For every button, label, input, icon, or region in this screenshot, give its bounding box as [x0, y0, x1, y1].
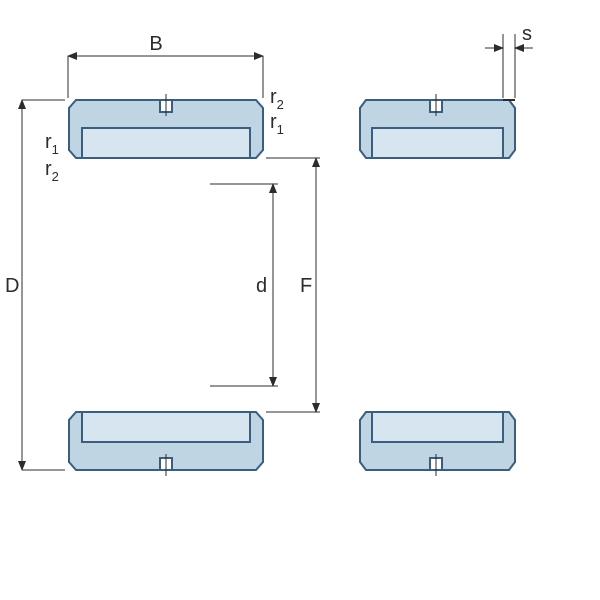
label-s: s: [522, 23, 532, 45]
svg-text:r2: r2: [45, 158, 59, 184]
label-d: d: [256, 275, 267, 297]
dim-r-right: r2 r1: [270, 86, 284, 137]
front-view: [69, 94, 263, 476]
svg-text:r1: r1: [270, 111, 284, 137]
label-D: D: [5, 275, 19, 297]
dim-F: F: [266, 158, 320, 412]
dim-d: d: [210, 184, 278, 386]
side-bottom-ring: [360, 412, 515, 476]
side-top-ring: [360, 94, 515, 158]
top-ring: [69, 94, 263, 158]
svg-text:r2: r2: [270, 86, 284, 112]
label-F: F: [300, 275, 312, 297]
dim-r-left: r1 r2: [45, 131, 59, 184]
svg-text:r1: r1: [45, 131, 59, 157]
bottom-ring: [69, 412, 263, 476]
dim-s: s: [485, 23, 533, 98]
side-view: [360, 94, 515, 476]
label-B: B: [149, 33, 162, 55]
bearing-diagram: D B r1 r2 r2 r1 d F s: [0, 0, 600, 600]
dim-B: B: [68, 33, 263, 98]
